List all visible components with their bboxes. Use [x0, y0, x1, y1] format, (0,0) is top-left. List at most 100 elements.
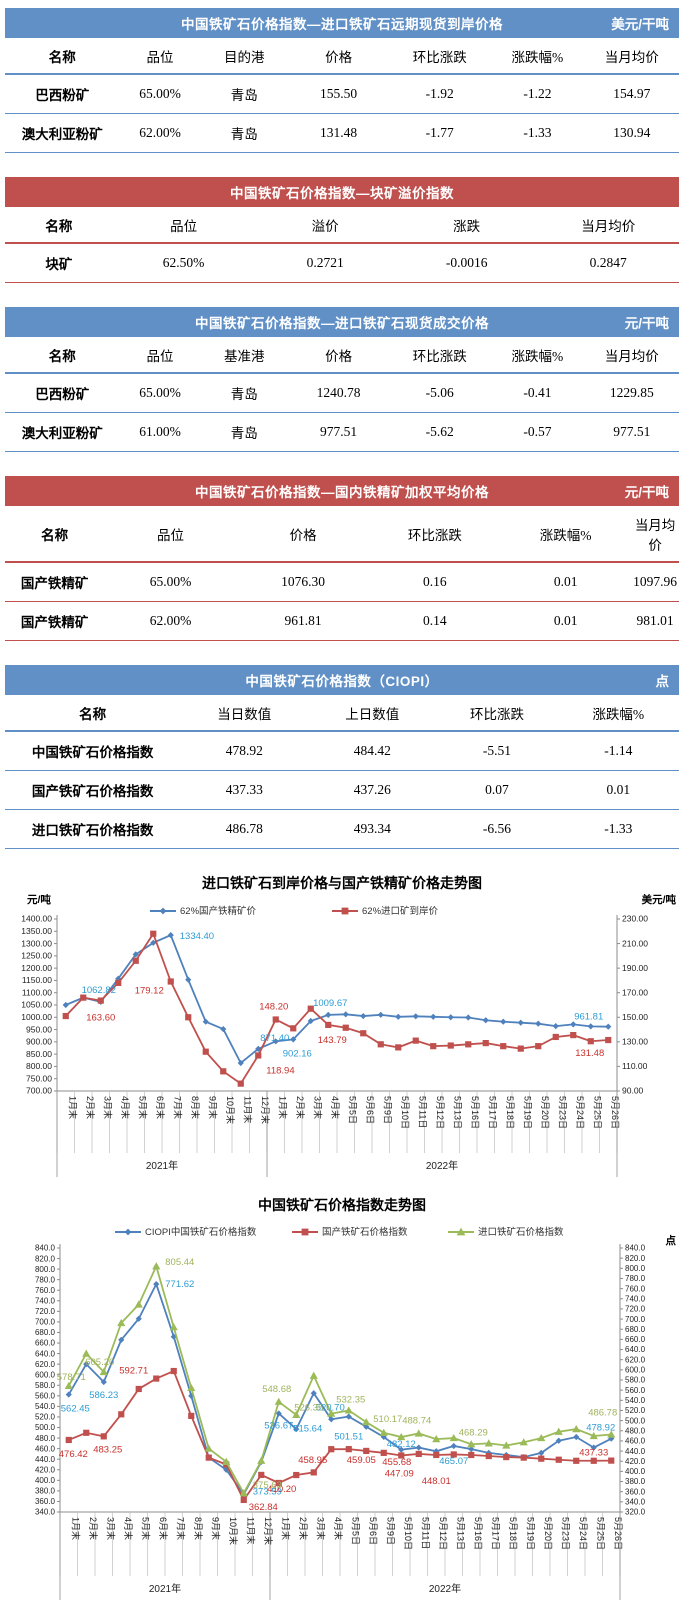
triangle-marker — [274, 1397, 283, 1405]
diamond-marker — [398, 1446, 405, 1453]
x-tick-label: 5月24日 — [575, 1096, 585, 1129]
square-marker — [205, 1454, 212, 1461]
square-marker — [293, 1471, 300, 1479]
series-line — [67, 1281, 612, 1496]
value-cell: 65.00% — [139, 86, 181, 101]
value-cell: 65.00% — [149, 574, 192, 589]
column-header: 当日数值 — [180, 695, 309, 732]
diamond-marker — [450, 1442, 457, 1450]
data-label: 362.84 — [249, 1502, 278, 1513]
table-row: 澳大利亚粉矿 61.00% 青岛 977.51 -5.62 -0.57 977.51 — [5, 412, 679, 452]
column-header: 价格 — [288, 337, 390, 374]
triangle-marker — [327, 1409, 336, 1417]
square-marker — [202, 1048, 209, 1055]
triangle-marker — [222, 1457, 231, 1465]
triangle-marker — [152, 1262, 161, 1270]
square-marker — [415, 1450, 422, 1458]
square-marker — [80, 994, 87, 1001]
data-label: 1062.82 — [82, 985, 116, 996]
value-cell: 486.78 — [180, 809, 309, 849]
x-tick-label: 10月末 — [228, 1517, 239, 1545]
square-marker — [272, 1016, 279, 1023]
right-tick-label: 90.00 — [622, 1086, 644, 1096]
x-tick-label: 5月16日 — [473, 1517, 483, 1550]
x-tick-label: 5月26日 — [610, 1096, 620, 1129]
square-marker — [447, 1042, 454, 1049]
value-cell: 0.2721 — [306, 255, 344, 270]
value-cell: -0.41 — [523, 385, 552, 400]
value-cell: 0.16 — [423, 574, 447, 589]
left-tick-label: 700.00 — [26, 1086, 52, 1096]
square-marker — [605, 1036, 612, 1044]
left-tick-label: 800.00 — [26, 1061, 52, 1071]
value-cell: -1.22 — [523, 86, 552, 101]
table-title-bar: 中国铁矿石价格指数—国内铁精矿加权平均价格 元/干吨 — [5, 476, 679, 506]
left-tick-label: 380.0 — [35, 1487, 56, 1496]
column-header: 上日数值 — [308, 695, 437, 732]
data-label: 465.07 — [439, 1456, 468, 1467]
left-tick-label: 420.0 — [35, 1465, 56, 1474]
x-tick-label: 2月末 — [298, 1517, 309, 1540]
left-tick-label: 760.0 — [35, 1286, 56, 1295]
left-tick-label: 720.0 — [35, 1307, 56, 1316]
square-marker — [83, 1429, 90, 1436]
table-title: 中国铁矿石价格指数—国内铁精矿加权平均价格 — [195, 485, 489, 500]
square-marker — [608, 1457, 615, 1464]
row-name-cell: 澳大利亚粉矿 — [5, 113, 120, 153]
table-title-bar: 中国铁矿石价格指数（CIOPI） 点 — [5, 665, 679, 695]
chart-ciopi-index-trend: 中国铁矿石价格指数走势图点 840.0 820.0 800.0 780.0 760.0 74… — [0, 1190, 684, 1613]
value-cell: 0.07 — [436, 770, 558, 810]
right-tick-label: 680.0 — [625, 1325, 646, 1334]
square-marker — [65, 1436, 72, 1444]
left-tick-label: 580.0 — [35, 1381, 56, 1390]
square-marker — [380, 1449, 387, 1456]
data-label: 520.70 — [316, 1403, 345, 1414]
value-cell: -1.33 — [490, 113, 585, 153]
left-tick-label: 440.0 — [35, 1455, 56, 1464]
table-title: 中国铁矿石价格指数—进口铁矿石远期现货到岸价格 — [181, 17, 503, 32]
triangle-marker — [134, 1300, 143, 1308]
x-tick-label: 5月25日 — [592, 1096, 602, 1129]
column-header: 环比涨跌 — [389, 337, 491, 374]
x-tick-label: 2月末 — [85, 1096, 96, 1119]
column-header: 涨跌幅% — [557, 695, 679, 732]
column-header: 目的港 — [200, 38, 289, 75]
column-header: 名称 — [5, 207, 113, 244]
left-tick-label: 600.0 — [35, 1370, 56, 1379]
diamond-marker — [395, 1013, 402, 1020]
data-label: 562.45 — [61, 1404, 90, 1415]
x-tick-label: 4月末 — [330, 1096, 341, 1119]
header-row: 名称 品位 目的港 价格 环比涨跌 涨跌幅% 当月均价 — [5, 38, 679, 75]
x-tick-label: 5月6日 — [365, 1096, 375, 1124]
right-tick-label: 420.0 — [625, 1457, 646, 1466]
left-tick-label: 1350.00 — [21, 926, 52, 936]
legend-label: 62%进口矿到岸价 — [362, 905, 439, 917]
left-tick-label: 1200.00 — [21, 963, 52, 973]
diamond-marker — [325, 1011, 332, 1019]
column-header: 当月均价 — [631, 506, 679, 563]
square-marker — [307, 1005, 314, 1012]
column-header: 涨跌幅% — [490, 337, 585, 374]
data-label: 447.09 — [385, 1468, 414, 1479]
x-tick-label: 9月末 — [210, 1517, 221, 1540]
right-tick-label: 660.0 — [625, 1335, 646, 1344]
right-tick-label: 620.0 — [625, 1355, 646, 1364]
left-tick-label: 1150.00 — [22, 975, 52, 985]
value-cell: 62.00% — [119, 113, 201, 153]
right-tick-label: 840.0 — [625, 1244, 646, 1253]
data-label: 902.16 — [283, 1048, 312, 1059]
left-tick-label: 700.0 — [35, 1318, 56, 1327]
square-marker — [500, 1043, 507, 1050]
diamond-marker — [380, 1433, 387, 1441]
square-marker — [341, 907, 349, 915]
triangle-marker — [239, 1489, 248, 1497]
data-label: 459.05 — [347, 1455, 376, 1466]
x-tick-label: 5月末 — [140, 1517, 151, 1540]
diamond-marker — [307, 1017, 314, 1025]
x-tick-label: 5月10日 — [403, 1517, 413, 1550]
right-tick-label: 110.00 — [622, 1061, 648, 1071]
year-group-label: 2022年 — [429, 1582, 461, 1595]
value-cell: -1.77 — [389, 113, 491, 153]
chart-title: 进口铁矿石到岸价格与国产铁精矿价格走势图 — [202, 875, 482, 891]
diamond-marker — [237, 1059, 244, 1067]
